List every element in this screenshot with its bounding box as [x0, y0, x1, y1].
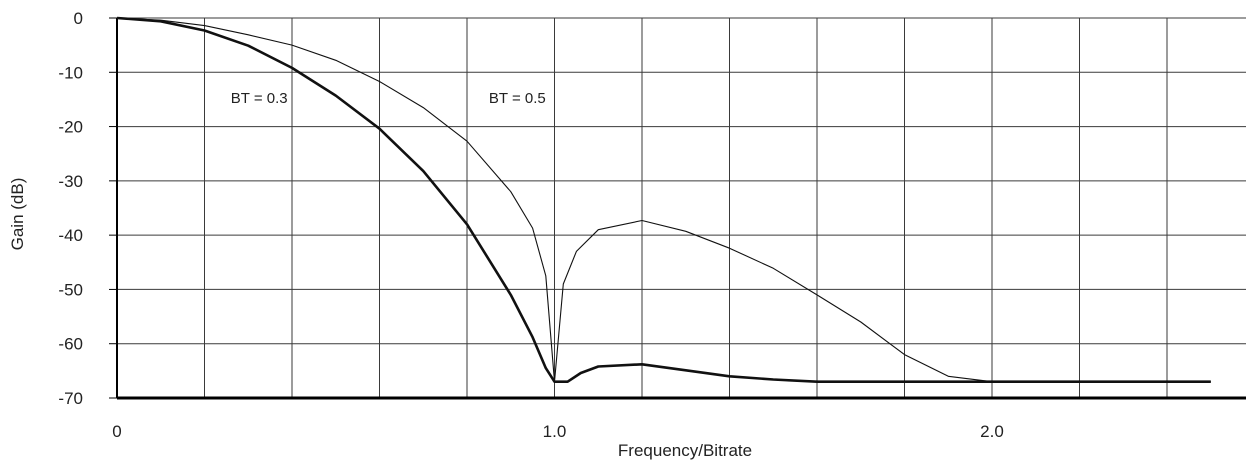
series-line-bt03 [116, 16, 1211, 383]
y-tick-label: -20 [58, 118, 83, 137]
y-tick-label: -70 [58, 389, 83, 408]
y-tick-label: -10 [58, 63, 83, 82]
annotations: BT = 0.3 BT = 0.5 [231, 90, 546, 107]
annotation-label: BT = 0.3 [231, 90, 288, 107]
y-axis-title: Gain (dB) [8, 178, 27, 251]
series-group [116, 16, 1211, 383]
grid [117, 17, 1246, 398]
annotation-label: BT = 0.5 [489, 90, 546, 107]
x-tick-label: 2.0 [980, 422, 1004, 441]
y-tick-label: -30 [58, 172, 83, 191]
axes: 0 -10 -20 -30 -40 -50 -60 -70 0 1.0 2.0 [58, 9, 1246, 441]
x-tick-label: 0 [112, 422, 121, 441]
y-tick-label: -60 [58, 335, 83, 354]
x-axis-title: Frequency/Bitrate [618, 441, 752, 460]
y-tick-label: -50 [58, 280, 83, 299]
y-tick-label: -40 [58, 226, 83, 245]
y-tick-label: 0 [74, 9, 83, 28]
series-line-bt05 [116, 17, 1211, 383]
x-tick-label: 1.0 [543, 422, 567, 441]
